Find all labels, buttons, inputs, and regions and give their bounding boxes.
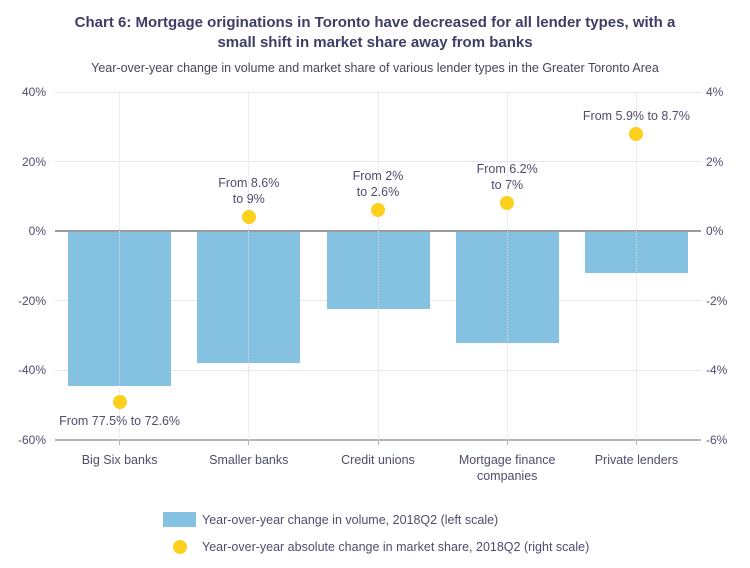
right-axis-tick-label: -6%	[706, 433, 728, 447]
category-label-private-lenders: Private lenders	[594, 453, 679, 467]
legend-label-market-share: Year-over-year absolute change in market…	[202, 539, 590, 554]
right-axis-tick-label: 4%	[706, 85, 724, 99]
marker-credit-unions	[371, 203, 385, 218]
category-label-credit-unions: Credit unions	[341, 453, 415, 467]
legend: Year-over-year change in volume, 2018Q2 …	[163, 508, 589, 558]
left-axis-tick-label: 20%	[21, 154, 46, 169]
legend-item-market-share: Year-over-year absolute change in market…	[163, 535, 589, 558]
x-axis-tick	[506, 440, 508, 445]
annotation-line: From 2%	[352, 169, 404, 184]
legend-label-volume: Year-over-year change in volume, 2018Q2 …	[202, 512, 499, 527]
x-axis-tick	[119, 440, 121, 445]
chart-title: Chart 6: Mortgage originations in Toront…	[74, 14, 676, 51]
x-axis-tick	[377, 440, 379, 445]
annotation-credit-unions: From 2% to 2.6%	[353, 168, 404, 200]
left-axis-tick-label: -60%	[17, 433, 46, 447]
category-gridline	[377, 92, 379, 440]
annotation-line: From 6.2%	[476, 162, 538, 177]
x-axis-tick	[635, 440, 637, 445]
legend-swatch-column	[163, 512, 196, 527]
bar-swatch-icon	[163, 512, 196, 527]
category-label-big-six-banks: Big Six banks	[81, 453, 158, 467]
x-axis-tick	[248, 440, 250, 445]
right-axis-tick-label: 0%	[706, 224, 724, 239]
annotation-smaller-banks: From 8.6% to 9%	[218, 175, 279, 207]
category-gridline	[506, 92, 508, 440]
annotation-private-lenders: From 5.9% to 8.7%	[583, 108, 690, 124]
category-label-smaller-banks: Smaller banks	[209, 453, 289, 467]
annotation-line: to 7%	[491, 178, 524, 193]
category-gridline	[248, 92, 250, 440]
left-axis-tick-label: 0%	[28, 224, 46, 239]
chart-subtitle: Year-over-year change in volume and mark…	[91, 60, 659, 75]
annotation-line: to 9%	[232, 192, 265, 207]
legend-item-volume: Year-over-year change in volume, 2018Q2 …	[163, 508, 589, 531]
annotation-line: From 77.5% to 72.6%	[59, 413, 181, 428]
annotation-big-six-banks: From 77.5% to 72.6%	[59, 413, 180, 429]
left-axis-tick-label: -20%	[17, 293, 46, 308]
left-axis-tick-label: -40%	[17, 363, 46, 378]
marker-private-lenders	[629, 126, 644, 141]
legend-swatch-column	[163, 539, 196, 554]
right-axis-tick-label: -4%	[706, 363, 728, 378]
marker-mortgage-finance-companies	[500, 196, 515, 211]
right-axis-tick-label: 2%	[706, 154, 724, 169]
annotation-line: From 8.6%	[218, 176, 280, 191]
category-gridline	[635, 92, 637, 440]
annotation-line: From 5.9% to 8.7%	[582, 108, 690, 123]
category-gridline	[119, 92, 121, 440]
marker-big-six-banks	[112, 394, 127, 409]
marker-smaller-banks	[241, 210, 256, 225]
annotation-line: to 2.6%	[356, 185, 400, 200]
category-label-mortgage-finance-companies: Mortgage finance companies	[458, 453, 556, 483]
annotation-mortgage-finance-companies: From 6.2% to 7%	[477, 161, 538, 193]
left-axis-tick-label: 40%	[21, 85, 46, 99]
right-axis-tick-label: -2%	[706, 293, 728, 308]
dot-swatch-icon	[172, 539, 187, 554]
